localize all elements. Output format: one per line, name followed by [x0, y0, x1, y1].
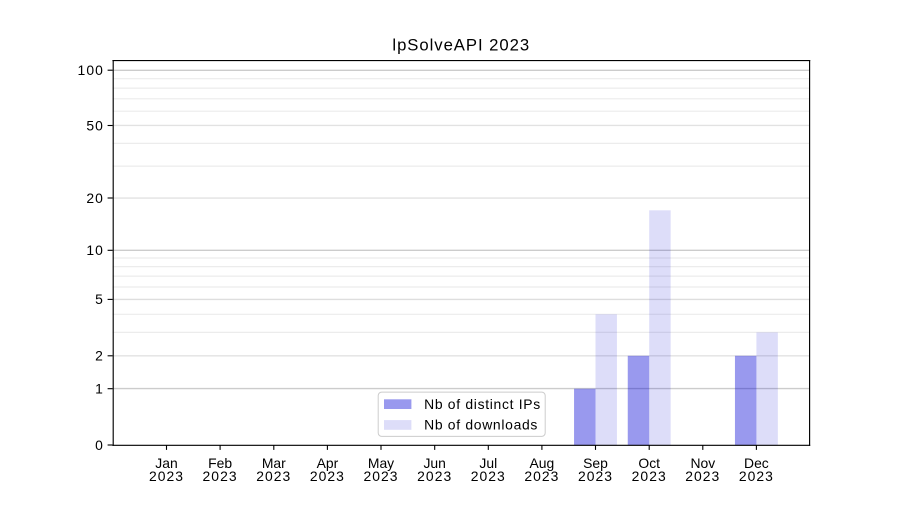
- svg-text:2023: 2023: [363, 468, 398, 484]
- svg-text:Nov: Nov: [690, 455, 715, 471]
- svg-text:10: 10: [86, 242, 104, 258]
- svg-text:Nb of distinct IPs: Nb of distinct IPs: [424, 396, 541, 412]
- svg-text:2023: 2023: [739, 468, 774, 484]
- svg-text:2023: 2023: [578, 468, 613, 484]
- svg-text:1: 1: [95, 381, 104, 397]
- svg-text:Jan: Jan: [155, 455, 177, 471]
- svg-text:Mar: Mar: [262, 455, 286, 471]
- svg-text:2023: 2023: [149, 468, 184, 484]
- svg-text:5: 5: [95, 291, 104, 307]
- svg-text:Apr: Apr: [317, 455, 339, 471]
- svg-text:Oct: Oct: [638, 455, 660, 471]
- svg-text:0: 0: [95, 437, 104, 453]
- svg-text:2023: 2023: [417, 468, 452, 484]
- svg-text:Sep: Sep: [583, 455, 608, 471]
- svg-text:2023: 2023: [685, 468, 720, 484]
- svg-text:lpSolveAPI 2023: lpSolveAPI 2023: [392, 35, 530, 54]
- svg-text:May: May: [368, 455, 394, 471]
- svg-text:Jul: Jul: [479, 455, 497, 471]
- svg-text:50: 50: [86, 117, 104, 133]
- svg-text:Feb: Feb: [208, 455, 232, 471]
- svg-text:2: 2: [95, 348, 104, 364]
- svg-text:2023: 2023: [203, 468, 238, 484]
- svg-text:Nb of downloads: Nb of downloads: [424, 417, 538, 433]
- svg-text:2023: 2023: [310, 468, 345, 484]
- svg-text:2023: 2023: [632, 468, 667, 484]
- svg-text:Dec: Dec: [744, 455, 769, 471]
- svg-text:Aug: Aug: [530, 455, 555, 471]
- svg-text:2023: 2023: [524, 468, 559, 484]
- svg-text:100: 100: [78, 62, 104, 78]
- svg-text:2023: 2023: [256, 468, 291, 484]
- svg-text:2023: 2023: [471, 468, 506, 484]
- svg-text:20: 20: [86, 190, 104, 206]
- svg-text:Jun: Jun: [423, 455, 445, 471]
